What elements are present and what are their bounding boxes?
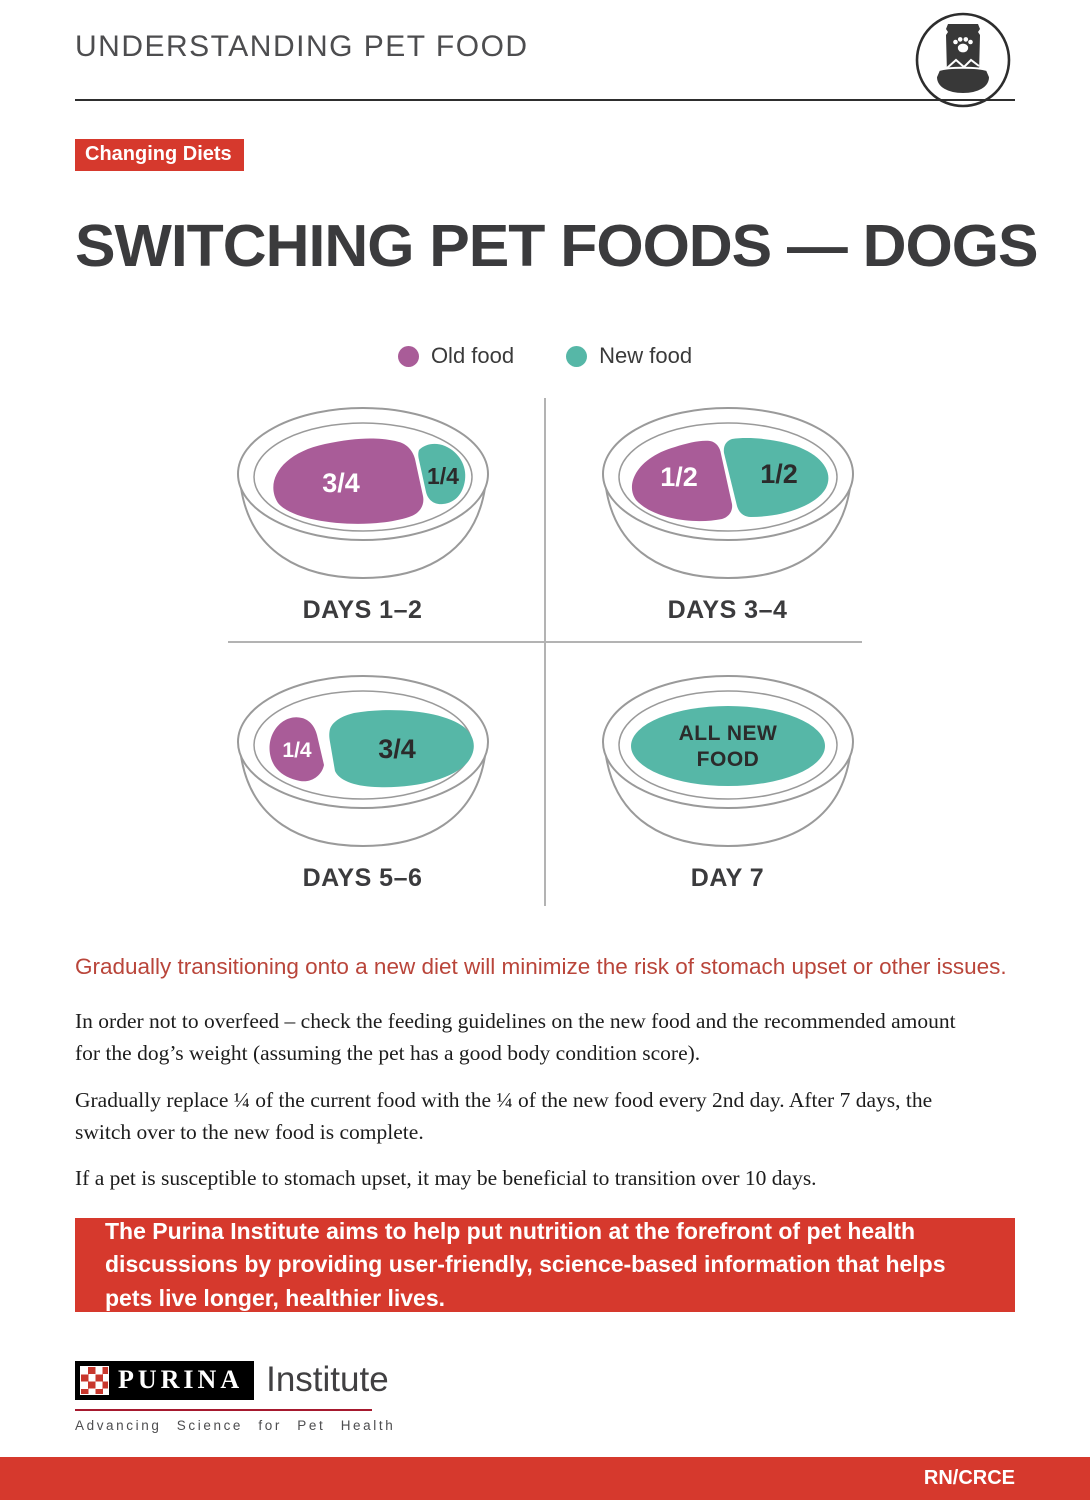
grid-divider-horizontal xyxy=(228,641,862,643)
new-fraction-label: 1/2 xyxy=(760,459,798,489)
new-food-dot-icon xyxy=(566,345,588,367)
old-fraction-label: 1/2 xyxy=(660,462,698,492)
bowl-caption: DAYS 5–6 xyxy=(302,864,423,892)
footer-code: RN/CRCE xyxy=(923,1467,1015,1489)
grid-divider-vertical xyxy=(544,398,546,906)
old-food-dot-icon xyxy=(397,345,419,367)
bowl-illustration: 1/2 1/2 xyxy=(601,407,854,580)
banner-text: The Purina Institute aims to help put nu… xyxy=(105,1217,946,1311)
pet-food-bag-icon xyxy=(915,12,1011,108)
bowl-days-5-6: 1/4 3/4 DAYS 5–6 xyxy=(180,652,545,906)
legend-item-new-food: New food xyxy=(566,343,692,369)
legend-item-old-food: Old food xyxy=(397,343,515,369)
all-new-food-label-line2: FOOD xyxy=(696,748,759,771)
old-food-portion xyxy=(272,438,423,524)
bowl-caption: DAYS 3–4 xyxy=(667,596,788,624)
section-badge: Changing Diets xyxy=(75,139,244,171)
purina-checkerboard-icon xyxy=(80,1365,109,1395)
old-fraction-label: 3/4 xyxy=(322,468,360,498)
bowl-illustration: 1/4 3/4 xyxy=(236,675,489,848)
logo-divider xyxy=(75,1409,372,1411)
footer-bar: RN/CRCE xyxy=(0,1457,1090,1500)
body-text: In order not to overfeed – check the fee… xyxy=(75,1005,980,1208)
logo-tagline: Advancing Science for Pet Health xyxy=(75,1418,396,1433)
bowl-days-1-2: 3/4 1/4 DAYS 1–2 xyxy=(180,398,545,652)
new-fraction-label: 1/4 xyxy=(427,463,459,489)
new-food-portion xyxy=(328,710,474,788)
page-header-title: UNDERSTANDING PET FOOD xyxy=(75,30,529,63)
bowl-day-7: ALL NEW FOOD DAY 7 xyxy=(545,652,910,906)
old-food-portion xyxy=(631,440,732,522)
bowl-caption: DAY 7 xyxy=(690,864,765,892)
purina-brand-name: PURINA xyxy=(118,1365,244,1394)
legend: Old food New food xyxy=(0,343,1090,369)
highlight-statement: Gradually transitioning onto a new diet … xyxy=(75,954,1007,979)
paragraph-replace: Gradually replace ¼ of the current food … xyxy=(75,1087,933,1144)
pet-bowl-shape xyxy=(934,66,992,96)
new-fraction-label: 3/4 xyxy=(378,734,416,764)
legend-label-old: Old food xyxy=(430,343,515,368)
bowl-illustration: 3/4 1/4 xyxy=(236,407,489,580)
paragraph-susceptible: If a pet is susceptible to stomach upset… xyxy=(75,1166,817,1190)
page-title: SWITCHING PET FOODS — DOGS xyxy=(75,213,1038,279)
legend-label-new: New food xyxy=(599,343,693,368)
paw-print-icon xyxy=(953,37,973,53)
paragraph-overfeed: In order not to overfeed – check the fee… xyxy=(75,1009,956,1066)
purina-logo-box: PURINA xyxy=(75,1360,255,1400)
new-food-portion xyxy=(417,443,465,505)
bowl-days-3-4: 1/2 1/2 DAYS 3–4 xyxy=(545,398,910,652)
purina-institute-logo: PURINA Institute Advancing Science for P… xyxy=(75,1360,395,1433)
new-food-portion xyxy=(630,706,825,786)
old-food-portion xyxy=(269,717,324,782)
bowl-diagram-grid: 3/4 1/4 DAYS 1–2 1/2 1/2 DAYS 3–4 1/4 3/… xyxy=(180,398,910,906)
institute-wordmark: Institute xyxy=(266,1360,389,1399)
purina-institute-banner: The Purina Institute aims to help put nu… xyxy=(75,1218,1015,1312)
old-fraction-label: 1/4 xyxy=(282,739,312,762)
new-food-portion xyxy=(723,438,828,517)
bowl-caption: DAYS 1–2 xyxy=(302,596,423,624)
all-new-food-label-line1: ALL NEW xyxy=(678,722,777,745)
header-divider xyxy=(75,99,1015,101)
bowl-illustration: ALL NEW FOOD xyxy=(601,675,854,848)
